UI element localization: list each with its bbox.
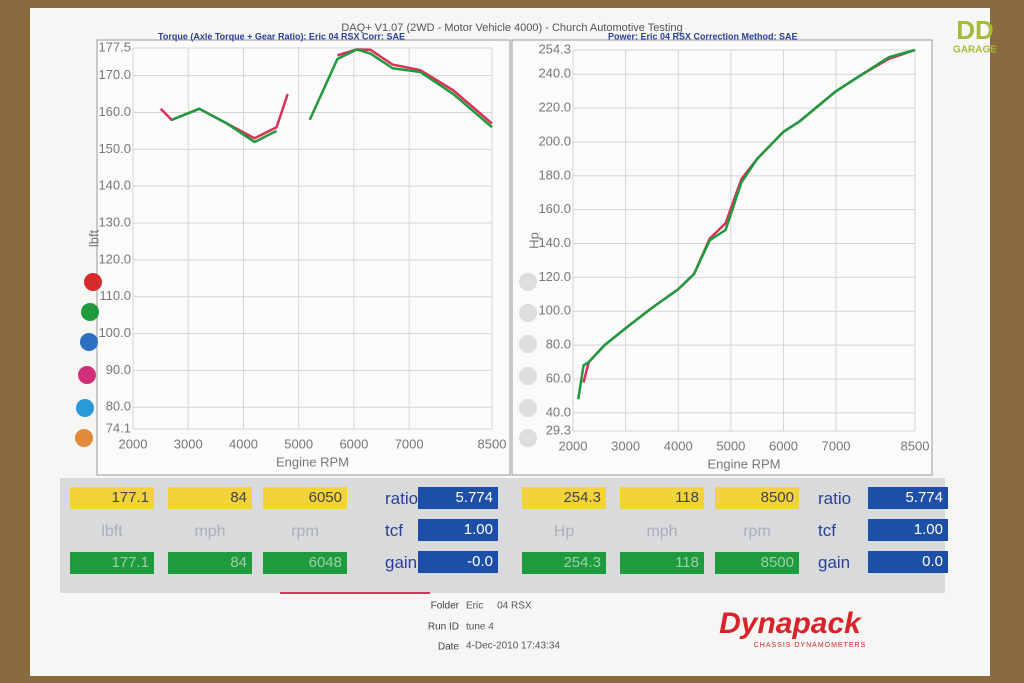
param-value: 5.774 [868, 487, 948, 509]
x-tick-label: 3000 [611, 438, 640, 453]
readout-bottom: 118 [620, 552, 704, 574]
header: DAQ+ V1.07 (2WD - Motor Vehicle 4000) - … [341, 22, 682, 34]
subtitle: Torque (Axle Torque + Gear Ratio): Eric … [158, 31, 405, 41]
x-tick-label: 8500 [478, 436, 507, 451]
x-tick-label: 2000 [559, 438, 588, 453]
x-tick-label: 6000 [339, 436, 368, 451]
param-label: tcf [385, 521, 403, 540]
x-tick-label: 7000 [395, 436, 424, 451]
readout-bottom: 8500 [715, 552, 799, 574]
readout-unit: mph [646, 523, 678, 540]
panel-left [96, 39, 511, 476]
footer-value: tune 4 [466, 622, 494, 633]
readout-top: 177.1 [70, 487, 154, 509]
y-tick-label: 100.0 [98, 325, 131, 340]
param-label: gain [385, 553, 418, 572]
y-tick-label: 180.0 [538, 167, 571, 182]
param-value: 0.0 [868, 551, 948, 573]
y-tick-label: 140.0 [98, 178, 131, 193]
x-tick-label: 4000 [229, 436, 258, 451]
y-tick-label: 110.0 [99, 288, 131, 303]
x-tick-label: 7000 [822, 438, 851, 453]
readout-unit: Hp [553, 523, 575, 540]
x-tick-label: 5000 [284, 436, 313, 451]
x-tick-label: 2000 [119, 436, 148, 451]
y-tick-label: 60.0 [546, 370, 571, 385]
y-tick-label: 177.5 [98, 39, 131, 54]
param-label: tcf [818, 521, 836, 540]
readout-unit: mph [194, 523, 226, 540]
watermark: GARAGE [953, 45, 997, 56]
x-tick-label: 8500 [901, 438, 930, 453]
footer-value: Eric 04 RSX [466, 601, 532, 612]
y-tick-label: 240.0 [538, 66, 571, 81]
y-tick-label: 90.0 [106, 362, 131, 377]
logo-tagline: CHASSIS DYNAMOMETERS [754, 642, 867, 649]
footer-label: Run ID [428, 622, 459, 633]
footer-label: Date [438, 642, 460, 653]
logo: Dynapack [719, 607, 862, 640]
panel-right [511, 39, 933, 476]
footer-label: Folder [431, 601, 460, 612]
param-value: 1.00 [868, 519, 948, 541]
series-line [577, 48, 916, 400]
subtitle: Power: Eric 04 RSX Correction Method: SA… [608, 31, 798, 41]
y-tick-label: 170.0 [98, 67, 131, 82]
param-label: ratio [818, 489, 852, 508]
param-value: 5.774 [418, 487, 498, 509]
readout-bottom: 84 [168, 552, 252, 574]
x-tick-label: 3000 [174, 436, 203, 451]
y-tick-label: 150.0 [98, 141, 131, 156]
y-tick-label: 254.3 [538, 41, 571, 56]
readout-top: 8500 [715, 487, 799, 509]
readout-unit: rpm [291, 523, 319, 540]
y-tick-label: 80.0 [546, 337, 571, 352]
readout-top: 118 [620, 487, 704, 509]
y-tick-label: 29.3 [546, 422, 571, 437]
y-tick-label: 160.0 [538, 201, 571, 216]
readout-bottom: 177.1 [70, 552, 154, 574]
readout-unit: rpm [743, 523, 771, 540]
y-tick-label: 140.0 [538, 235, 571, 250]
series-line [171, 48, 493, 144]
param-label: ratio [385, 489, 419, 508]
y-tick-label: 100.0 [538, 303, 571, 318]
param-label: gain [818, 553, 851, 572]
x-tick-label: 4000 [664, 438, 693, 453]
readout-bottom: 254.3 [522, 552, 606, 574]
y-tick-label: 40.0 [546, 404, 571, 419]
y-tick-label: 220.0 [538, 100, 571, 115]
param-value: 1.00 [418, 519, 498, 541]
x-axis-label: Engine RPM [276, 454, 349, 469]
watermark: DD [956, 15, 994, 45]
y-tick-label: 130.0 [98, 214, 131, 229]
y-tick-label: 74.1 [106, 420, 131, 435]
readout-top: 84 [168, 487, 252, 509]
y-axis-label: Hp [526, 232, 541, 249]
color-dots [75, 273, 537, 447]
readout-top: 6050 [263, 487, 347, 509]
y-tick-label: 120.0 [98, 251, 131, 266]
readout-unit: lbft [101, 523, 123, 540]
param-value: -0.0 [418, 551, 498, 573]
x-tick-label: 5000 [716, 438, 745, 453]
readout-top: 254.3 [522, 487, 606, 509]
y-tick-label: 80.0 [106, 399, 131, 414]
y-tick-label: 120.0 [538, 269, 571, 284]
footer-value: 4-Dec-2010 17:43:34 [466, 641, 560, 652]
y-tick-label: 200.0 [538, 133, 571, 148]
y-tick-label: 160.0 [98, 104, 131, 119]
x-tick-label: 6000 [769, 438, 798, 453]
x-axis-label: Engine RPM [708, 456, 781, 471]
readout-bottom: 6048 [263, 552, 347, 574]
y-axis-label: lbft [86, 229, 101, 247]
